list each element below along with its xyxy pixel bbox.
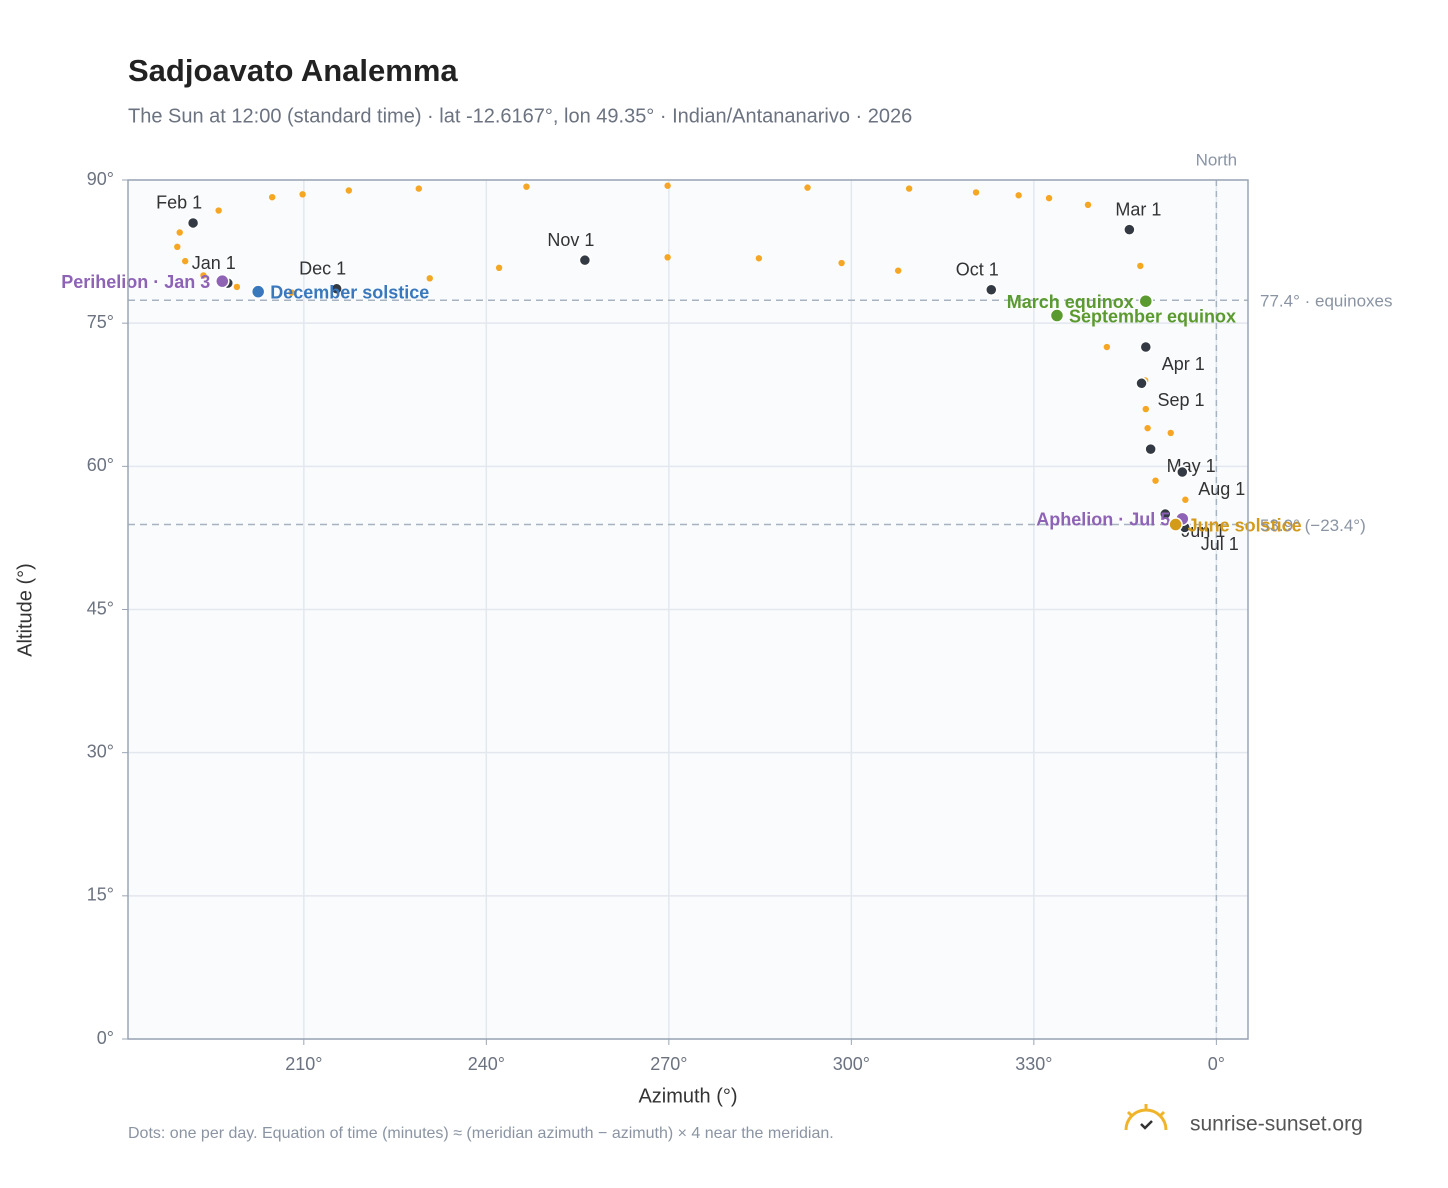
brand: sunrise-sunset.org — [1190, 1113, 1363, 1136]
day-dot — [174, 243, 181, 251]
event-marker — [215, 273, 230, 289]
x-tick-label: 210° — [285, 1054, 322, 1074]
day-dot — [1144, 424, 1151, 432]
month-marker — [186, 216, 200, 230]
y-tick-label: 60° — [87, 455, 114, 475]
day-dot — [1045, 194, 1053, 202]
day-dot — [838, 259, 845, 267]
month-label: Nov 1 — [547, 230, 594, 250]
month-label: Oct 1 — [956, 260, 999, 280]
month-label: Jul 1 — [1201, 534, 1239, 554]
brand-logo — [1124, 1104, 1168, 1131]
event-marker — [250, 284, 266, 299]
day-dot — [1103, 343, 1111, 351]
month-marker — [1159, 507, 1172, 521]
y-tick-label: 75° — [87, 312, 114, 332]
day-dot — [200, 272, 207, 279]
x-tick-label: 330° — [1015, 1054, 1052, 1074]
month-marker — [985, 283, 998, 297]
event-label: Aphelion · Jul 5 — [1036, 510, 1170, 530]
event-marker — [1049, 308, 1065, 323]
day-dot — [215, 207, 222, 214]
chart-title: Sadjoavato Analemma — [128, 53, 458, 88]
day-dot — [233, 283, 241, 291]
grid — [128, 179, 1248, 1040]
y-tick-label: 90° — [87, 169, 114, 189]
month-label: Feb 1 — [156, 193, 202, 213]
y-tick-label: 0° — [97, 1028, 114, 1048]
reference-label: 53.9° (−23.4°) — [1260, 516, 1366, 535]
event-label: Perihelion · Jan 3 — [61, 272, 210, 292]
month-label: Jun 1 — [1181, 521, 1225, 541]
day-dot — [288, 289, 295, 296]
day-dot — [523, 183, 530, 190]
day-dot — [1167, 429, 1174, 437]
month-marker — [1135, 377, 1148, 390]
month-marker — [1144, 442, 1157, 456]
month-label: Aug 1 — [1198, 479, 1245, 499]
month-marker — [1139, 340, 1153, 354]
x-tick-label: 240° — [468, 1054, 505, 1074]
day-dot — [299, 191, 306, 198]
event-marker — [1168, 517, 1183, 532]
month-marker — [330, 282, 343, 296]
event-label: March equinox — [1007, 292, 1134, 312]
day-dot — [894, 267, 902, 274]
day-dot — [345, 187, 353, 194]
day-dot — [181, 257, 189, 265]
month-label: Mar 1 — [1115, 199, 1161, 219]
y-tick-label: 30° — [87, 741, 114, 761]
y-tick-label: 15° — [87, 885, 114, 905]
y-axis-label: Altitude (°) — [14, 563, 36, 657]
day-dot — [972, 189, 980, 196]
x-tick-label: 270° — [650, 1054, 687, 1074]
reference-label: 77.4° · equinoxes — [1260, 292, 1393, 311]
chart-subtitle: The Sun at 12:00 (standard time) · lat -… — [128, 105, 912, 127]
month-marker — [1176, 465, 1189, 479]
day-dot — [1142, 405, 1149, 413]
y-tick-label: 45° — [87, 598, 114, 618]
day-dot — [176, 229, 183, 236]
day-dot — [1015, 192, 1022, 199]
event-label: June solstice — [1188, 515, 1302, 535]
day-dot — [664, 182, 671, 189]
day-dot — [415, 185, 422, 192]
month-label: Jan 1 — [192, 253, 236, 273]
day-dot — [1152, 477, 1159, 484]
day-dot — [905, 185, 913, 192]
day-dot — [426, 275, 433, 282]
day-dot — [755, 255, 763, 262]
event-label: September equinox — [1069, 306, 1236, 326]
day-dot — [1182, 496, 1189, 503]
day-dot — [495, 264, 503, 272]
month-marker — [578, 253, 592, 267]
x-axis-label: Azimuth (°) — [638, 1085, 737, 1107]
x-tick-label: 0° — [1208, 1054, 1225, 1074]
month-label: May 1 — [1167, 456, 1216, 476]
month-label: Dec 1 — [299, 259, 346, 279]
month-label: Sep 1 — [1158, 390, 1205, 410]
footnote: Dots: one per day. Equation of time (min… — [128, 1125, 834, 1142]
meridian-label: North — [1196, 150, 1238, 169]
month-marker — [1123, 223, 1136, 236]
day-dot — [804, 184, 811, 191]
day-dot — [664, 254, 671, 261]
x-tick-label: 300° — [833, 1054, 870, 1074]
day-dot — [1084, 201, 1092, 209]
month-label: Apr 1 — [1162, 354, 1205, 374]
event-label: December solstice — [270, 282, 429, 302]
day-dot — [1137, 262, 1144, 270]
day-dot — [268, 193, 276, 201]
event-marker — [1138, 293, 1154, 309]
